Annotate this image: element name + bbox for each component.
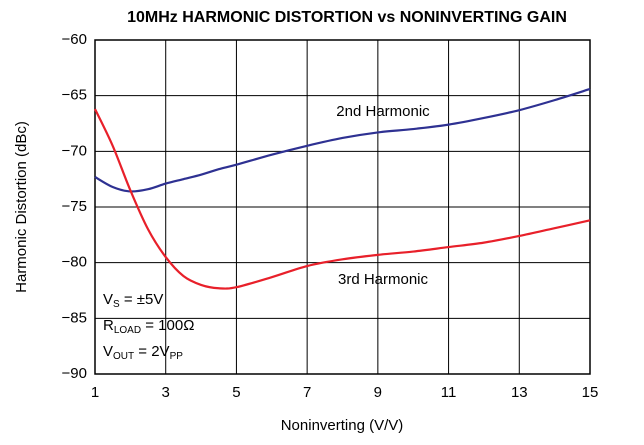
series-line bbox=[94, 87, 591, 193]
y-tick-label: −85 bbox=[62, 309, 87, 326]
condition-text: RLOAD = 100Ω bbox=[103, 317, 194, 336]
x-tick-label: 1 bbox=[91, 384, 99, 401]
y-tick-label: −60 bbox=[62, 31, 87, 48]
plot-frame bbox=[94, 39, 591, 375]
x-tick-label: 13 bbox=[511, 384, 528, 401]
y-tick-label: −90 bbox=[62, 365, 87, 382]
y-tick-label: −65 bbox=[62, 87, 87, 104]
x-tick-label: 11 bbox=[441, 384, 457, 401]
x-tick-label: 5 bbox=[232, 384, 240, 401]
text-part: = 2V bbox=[134, 343, 169, 360]
text-part: R bbox=[103, 317, 114, 334]
series-label: 2nd Harmonic bbox=[336, 103, 430, 120]
subscript: LOAD bbox=[114, 325, 141, 336]
x-tick-label: 3 bbox=[162, 384, 170, 401]
subscript: PP bbox=[170, 351, 184, 362]
chart-title: 10MHz HARMONIC DISTORTION vs NONINVERTIN… bbox=[127, 9, 567, 26]
condition-text: VS = ±5V bbox=[103, 291, 163, 310]
x-tick-label: 15 bbox=[582, 384, 599, 401]
series-line bbox=[94, 108, 591, 290]
x-tick-label: 9 bbox=[374, 384, 382, 401]
text-part: = 100Ω bbox=[141, 317, 194, 334]
condition-text: VOUT = 2VPP bbox=[103, 343, 183, 362]
series-label: 3rd Harmonic bbox=[338, 271, 429, 288]
y-tick-label: −70 bbox=[62, 142, 87, 159]
subscript: S bbox=[113, 299, 120, 310]
x-tick-label: 7 bbox=[303, 384, 311, 401]
y-tick-label: −75 bbox=[62, 198, 87, 215]
text-part: V bbox=[103, 291, 113, 308]
subscript: OUT bbox=[113, 351, 134, 362]
y-tick-label: −80 bbox=[62, 254, 87, 271]
text-part: V bbox=[103, 343, 113, 360]
text-part: = ±5V bbox=[120, 291, 164, 308]
x-axis-label: Noninverting (V/V) bbox=[281, 417, 404, 434]
y-axis-label: Harmonic Distortion (dBc) bbox=[13, 121, 30, 293]
